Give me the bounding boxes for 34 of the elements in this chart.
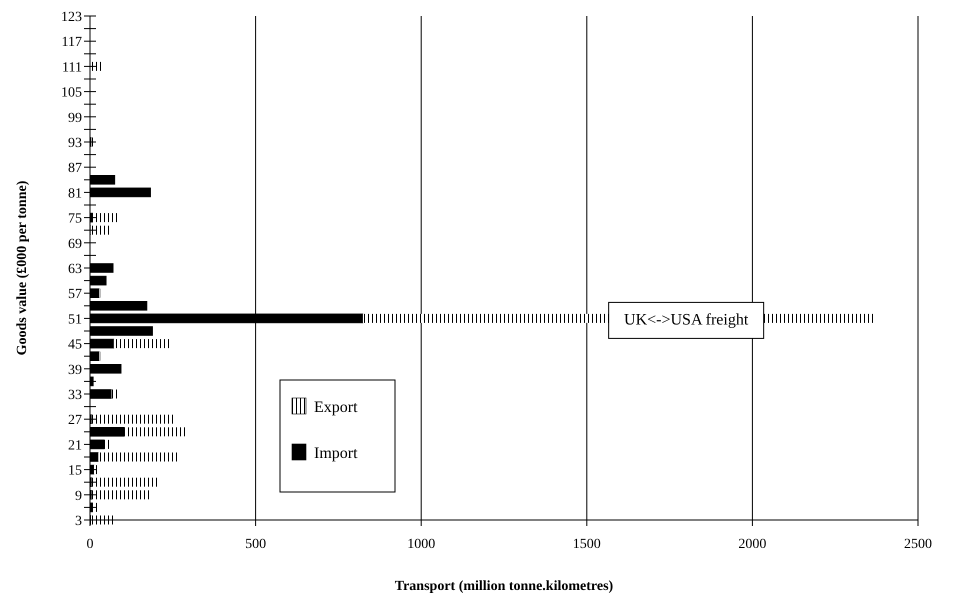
x-tick-label: 0 bbox=[86, 537, 94, 552]
x-tick-label: 1500 bbox=[572, 537, 601, 552]
annotation: UK<->USA freight bbox=[624, 311, 749, 328]
y-tick-label: 51 bbox=[68, 312, 82, 328]
x-tick-label: 2000 bbox=[738, 537, 766, 552]
y-tick-label: 9 bbox=[75, 488, 82, 504]
y-tick-label: 111 bbox=[62, 60, 82, 76]
x-tick-label: 1000 bbox=[407, 537, 436, 552]
y-tick-label: 99 bbox=[68, 110, 82, 126]
y-tick-label: 3 bbox=[75, 514, 82, 529]
x-axis-title: Transport (million tonne.kilometres) bbox=[394, 579, 614, 594]
y-tick-label: 117 bbox=[62, 35, 82, 50]
y-tick-label: 81 bbox=[68, 186, 82, 202]
y-tick-label: 45 bbox=[68, 338, 82, 353]
y-tick-label: 63 bbox=[68, 262, 82, 277]
y-tick-label: 105 bbox=[61, 86, 82, 101]
y-tick-label: 39 bbox=[68, 362, 82, 378]
y-tick-label: 93 bbox=[68, 136, 82, 151]
y-tick-label: 57 bbox=[68, 287, 82, 302]
x-tick-label: 500 bbox=[245, 537, 266, 552]
y-axis-title: Goods value (£000 per tonne) bbox=[15, 180, 30, 356]
y-tick-label: 15 bbox=[68, 464, 82, 479]
y-tick-label: 123 bbox=[61, 10, 82, 25]
y-tick-label: 75 bbox=[68, 212, 82, 227]
y-tick-label: 33 bbox=[68, 388, 82, 403]
legend-label: Export bbox=[314, 399, 358, 416]
bar bbox=[92, 414, 174, 424]
bar bbox=[104, 440, 111, 449]
legend-label: Import bbox=[314, 445, 358, 462]
y-tick-label: 69 bbox=[68, 236, 82, 252]
y-tick-label: 27 bbox=[68, 413, 82, 428]
x-tick-label: 2500 bbox=[904, 537, 932, 552]
y-tick-label: 21 bbox=[68, 438, 82, 454]
y-tick-label: 87 bbox=[68, 161, 82, 176]
